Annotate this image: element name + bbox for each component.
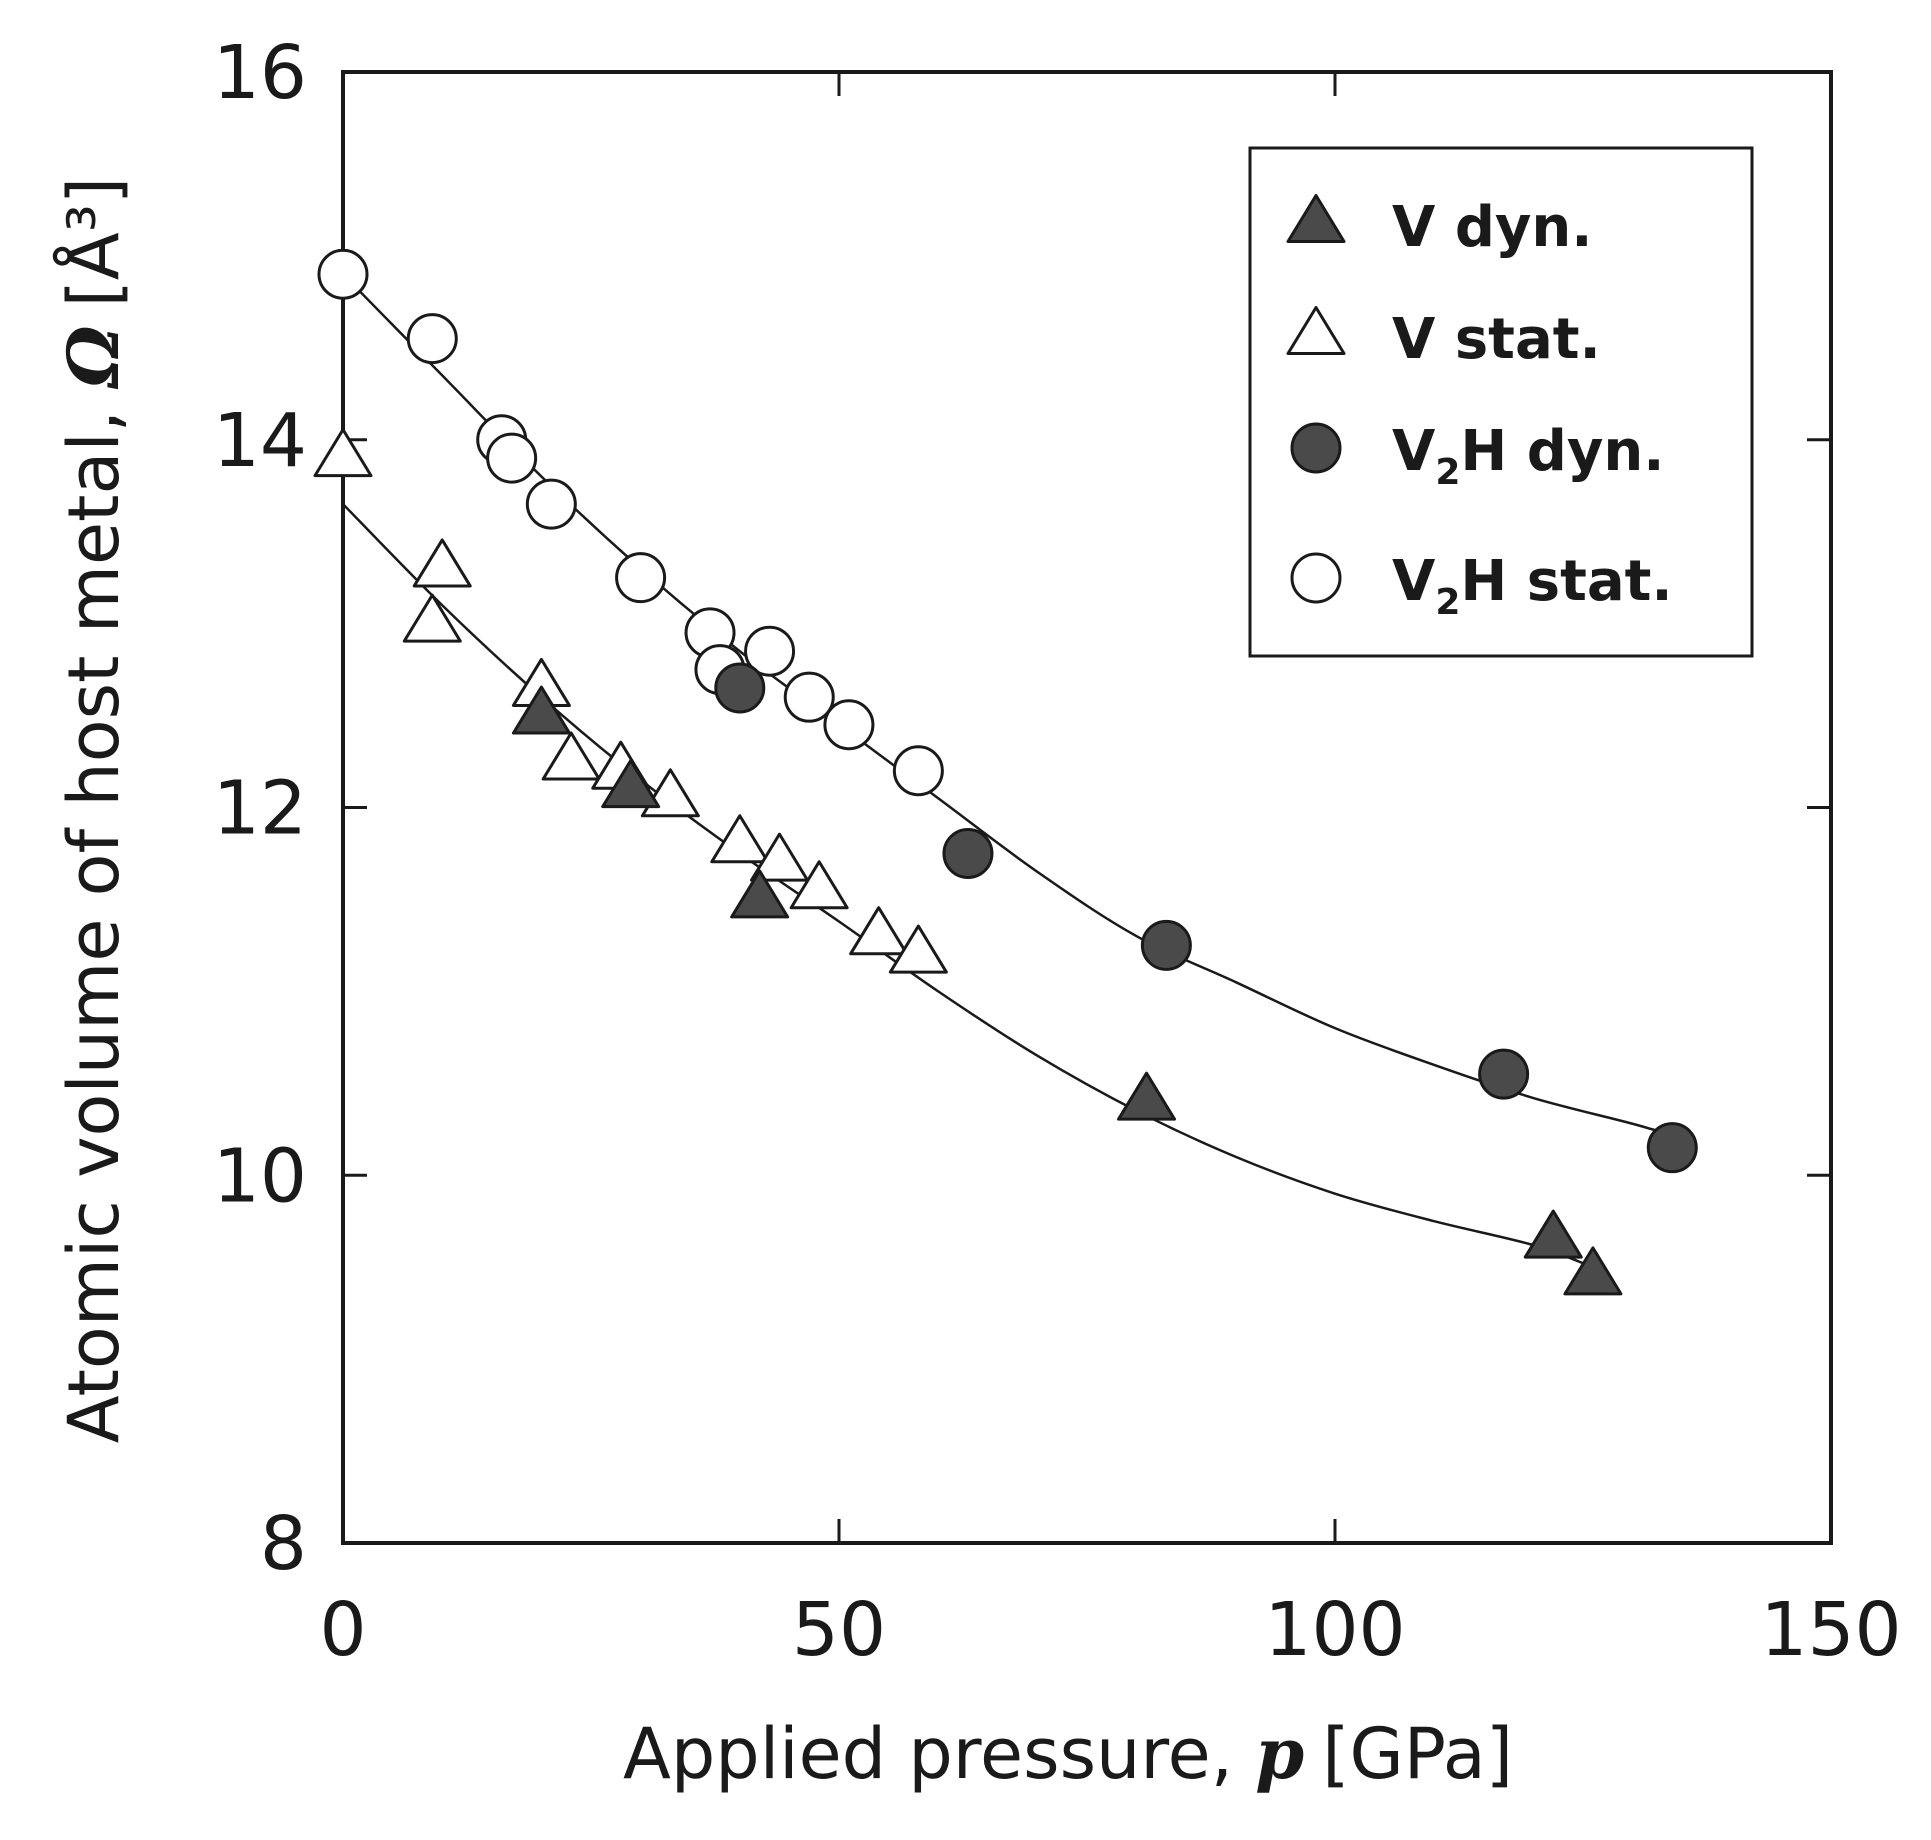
legend-label-v-dyn: V dyn.: [1392, 195, 1593, 260]
point-v-dyn: [601, 759, 661, 809]
point-v2h-dyn: [942, 827, 994, 879]
axis-ticks: [341, 70, 1833, 1545]
legend-label-main: V: [1392, 549, 1436, 614]
point-v2h-stat: [783, 671, 835, 723]
data-points: [313, 248, 1698, 1296]
point-v-stat: [541, 731, 601, 781]
point-v2h-dyn: [714, 662, 766, 714]
y-tick-label: 8: [260, 1501, 307, 1587]
point-v-dyn: [1563, 1246, 1623, 1296]
legend-label-main: V: [1392, 195, 1436, 260]
point-v-stat: [888, 924, 948, 974]
x-tick-label: 0: [319, 1587, 366, 1673]
point-v-stat: [313, 428, 373, 478]
point-v-stat: [749, 832, 809, 882]
point-v2h-dyn: [1646, 1122, 1698, 1174]
point-v2h-dyn: [1478, 1048, 1530, 1100]
point-v-stat: [789, 860, 849, 910]
point-v2h-stat: [525, 478, 577, 530]
point-v-dyn: [1117, 1071, 1177, 1121]
point-v2h-stat: [317, 248, 369, 300]
legend-label-rest: stat.: [1435, 307, 1600, 372]
point-v-stat: [710, 814, 770, 864]
tick-labels: 0 50 100 150 8 10 12 14 16: [213, 30, 1902, 1673]
point-v2h-stat: [615, 552, 667, 604]
x-axis-variable: p: [1255, 1712, 1304, 1795]
y-tick-label: 12: [213, 766, 307, 852]
point-v2h-dyn: [1140, 919, 1192, 971]
x-axis-unit: [GPa]: [1322, 1713, 1513, 1795]
legend-label-v2h-dyn: V2H dyn.: [1392, 419, 1665, 493]
legend-label-v2h-stat: V2H stat.: [1392, 549, 1673, 623]
legend-label-rest: dyn.: [1435, 195, 1592, 260]
point-v-dyn: [511, 685, 571, 735]
legend-label-subscript: 2: [1435, 582, 1460, 623]
x-axis-title: Applied pressure, p [GPa]: [623, 1712, 1513, 1795]
legend-label-rest: H dyn.: [1460, 419, 1664, 484]
point-v2h-stat: [823, 699, 875, 751]
y-axis-unit: [Å³]: [53, 177, 135, 308]
point-v-dyn: [730, 869, 790, 919]
y-tick-label: 10: [213, 1133, 307, 1219]
point-v-stat: [402, 593, 462, 643]
point-v-dyn: [1523, 1209, 1583, 1259]
point-v2h-stat: [744, 625, 796, 677]
point-v2h-stat: [892, 745, 944, 797]
legend-marker-v-stat: [1286, 305, 1346, 355]
point-v2h-stat: [406, 313, 458, 365]
y-axis-title: Atomic volume of host metal, Ω [Å³]: [52, 177, 135, 1443]
y-tick-label: 16: [213, 30, 307, 116]
legend-label-subscript: 2: [1435, 452, 1460, 493]
legend-label-main: V: [1392, 419, 1436, 484]
y-axis-variable: Ω: [52, 325, 135, 389]
legend-marker-v2h-dyn: [1290, 422, 1342, 474]
x-axis-title-prefix: Applied pressure,: [623, 1713, 1255, 1795]
point-v2h-stat: [486, 432, 538, 484]
legend-marker-v-dyn: [1286, 193, 1346, 243]
point-v-stat: [412, 538, 472, 588]
x-tick-label: 150: [1760, 1587, 1901, 1673]
legend-label-rest: H stat.: [1460, 549, 1672, 614]
y-axis-title-prefix: Atomic volume of host metal,: [53, 388, 135, 1444]
legend-label-main: V: [1392, 307, 1436, 372]
legend-label-v-stat: V stat.: [1392, 307, 1601, 372]
point-v-stat: [849, 906, 909, 956]
legend-marker-v2h-stat: [1290, 552, 1342, 604]
y-tick-label: 14: [213, 398, 307, 484]
legend: V dyn.V stat.V2H dyn.V2H stat.: [1248, 146, 1754, 658]
x-tick-label: 50: [792, 1587, 886, 1673]
x-tick-label: 100: [1264, 1587, 1405, 1673]
